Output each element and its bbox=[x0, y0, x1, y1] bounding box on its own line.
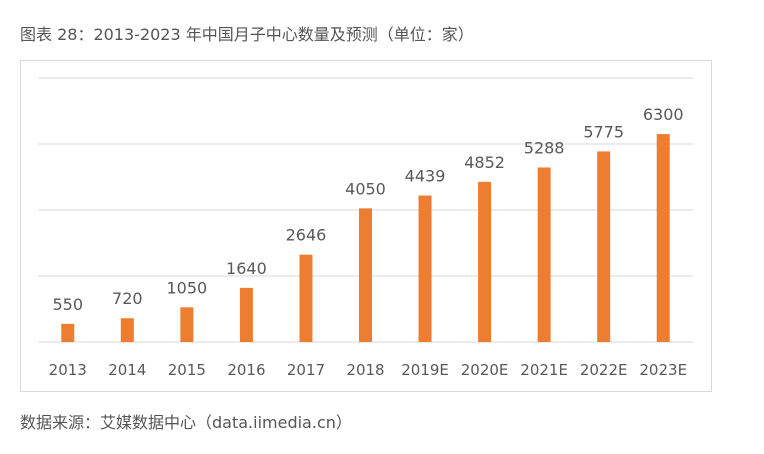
bar bbox=[478, 181, 492, 342]
bar bbox=[537, 167, 551, 342]
data-label: 550 bbox=[52, 295, 83, 314]
data-label: 5775 bbox=[583, 122, 624, 141]
x-tick-label: 2015 bbox=[168, 361, 206, 379]
bar bbox=[239, 287, 253, 342]
data-label: 4852 bbox=[464, 153, 505, 172]
data-label: 1640 bbox=[226, 259, 267, 278]
data-label: 2646 bbox=[286, 226, 327, 245]
bar bbox=[299, 254, 313, 342]
x-tick-label: 2016 bbox=[227, 361, 265, 379]
x-tick-label: 2022E bbox=[580, 361, 628, 379]
x-tick-label: 2018 bbox=[346, 361, 384, 379]
bar bbox=[61, 323, 75, 342]
data-label: 1050 bbox=[167, 278, 208, 297]
chart-frame bbox=[20, 60, 712, 392]
bar bbox=[656, 134, 670, 342]
data-label: 4439 bbox=[405, 167, 446, 186]
x-tick-label: 2014 bbox=[108, 361, 146, 379]
data-label: 6300 bbox=[643, 105, 684, 124]
x-tick-label: 2020E bbox=[461, 361, 509, 379]
bar bbox=[359, 208, 372, 342]
chart-title: 图表 28：2013-2023 年中国月子中心数量及预测（单位：家） bbox=[20, 25, 474, 44]
x-tick-label: 2013 bbox=[49, 361, 87, 379]
bar bbox=[120, 318, 134, 342]
data-label: 5288 bbox=[524, 138, 565, 157]
x-tick-label: 2017 bbox=[287, 361, 325, 379]
bar bbox=[597, 151, 611, 342]
x-tick-label: 2019E bbox=[401, 361, 449, 379]
x-tick-label: 2021E bbox=[520, 361, 568, 379]
source-note: 数据来源：艾媒数据中心（data.iimedia.cn） bbox=[20, 413, 352, 432]
bar bbox=[418, 195, 432, 342]
data-label: 720 bbox=[112, 289, 143, 308]
data-label: 4050 bbox=[345, 179, 386, 198]
x-tick-label: 2023E bbox=[639, 361, 687, 379]
bar bbox=[180, 307, 194, 342]
